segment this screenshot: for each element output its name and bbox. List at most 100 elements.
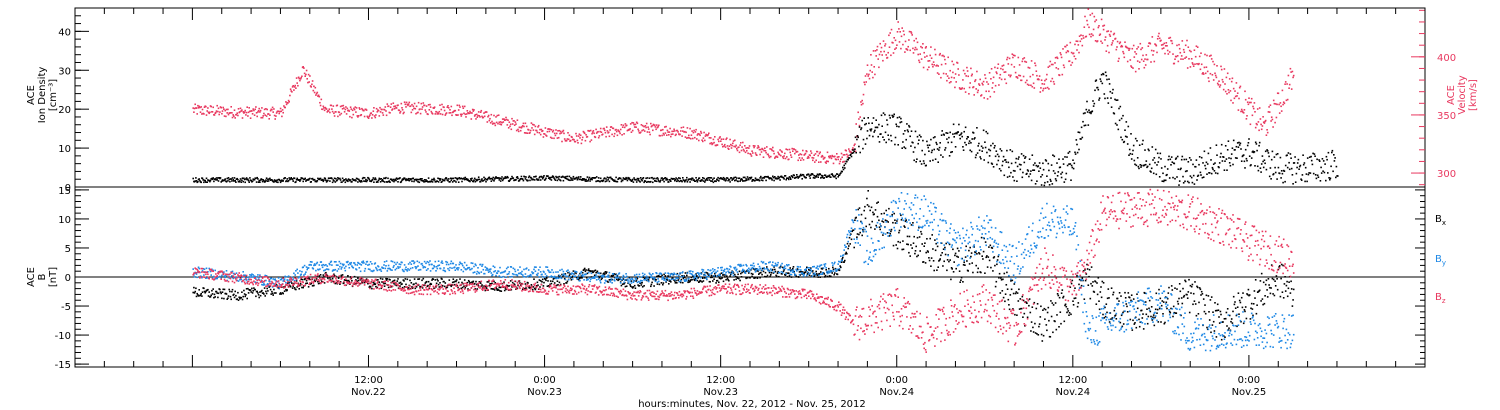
density-series-point: [1109, 90, 1112, 93]
density-series-point: [1052, 170, 1055, 172]
series-bx-point: [339, 283, 341, 285]
density-series-point: [581, 178, 584, 180]
velocity-series-point: [848, 150, 851, 152]
density-series-point: [1192, 163, 1194, 166]
density-series-point: [1152, 159, 1154, 161]
series-bx-point: [432, 278, 435, 280]
density-series-point: [431, 181, 434, 183]
velocity-series-point: [327, 110, 330, 112]
velocity-series-point: [836, 153, 838, 155]
density-series-point: [1331, 149, 1334, 152]
density-series-point: [868, 134, 871, 137]
velocity-series-point: [560, 132, 563, 134]
density-series-point: [662, 178, 665, 180]
series-bx-point: [760, 271, 762, 274]
density-series-point: [608, 180, 611, 183]
density-series-point: [1132, 144, 1135, 147]
series-bx-point: [491, 282, 493, 285]
density-series-point: [1107, 102, 1110, 104]
series-bx-point: [391, 281, 394, 283]
density-series-point: [511, 175, 513, 178]
velocity-series-point: [566, 138, 569, 140]
density-series-point: [251, 180, 254, 182]
density-series-point: [938, 149, 940, 151]
series-bx-point: [1174, 287, 1176, 289]
density-series-point: [912, 141, 914, 144]
velocity-series-point: [207, 111, 210, 114]
density-series-point: [520, 175, 523, 178]
series-bx-point: [393, 282, 395, 285]
density-series-point: [1150, 171, 1152, 173]
density-series-point: [635, 179, 637, 181]
series-bx-point: [1018, 288, 1020, 291]
series-bx-point: [559, 283, 562, 286]
velocity-series-point: [656, 124, 658, 126]
velocity-series-point: [384, 106, 387, 108]
series-bx-point: [239, 297, 241, 300]
velocity-series-point: [594, 136, 597, 139]
series-bx-point: [207, 288, 209, 291]
series-bx-point: [1086, 263, 1088, 266]
velocity-series-point: [357, 116, 359, 118]
velocity-series-point: [768, 155, 770, 157]
density-series-point: [1040, 184, 1043, 186]
series-bx-point: [1098, 300, 1100, 302]
velocity-series-point: [931, 63, 933, 66]
velocity-series-point: [304, 75, 306, 77]
density-series-point: [1134, 163, 1136, 166]
density-series-point: [1318, 160, 1321, 162]
density-series-point: [255, 181, 258, 183]
velocity-series-point: [631, 121, 633, 124]
series-bx-point: [200, 293, 202, 295]
velocity-series-point: [698, 133, 701, 135]
velocity-series-point: [1291, 70, 1294, 73]
density-series-point: [401, 179, 403, 182]
density-series-point: [983, 159, 985, 161]
velocity-series-point: [298, 77, 300, 80]
series-bx-point: [735, 278, 737, 281]
density-series-point: [1050, 180, 1052, 182]
density-series-point: [703, 177, 705, 180]
velocity-series-point: [718, 140, 720, 143]
density-series-point: [197, 180, 199, 183]
density-series-point: [746, 176, 749, 178]
density-series-point: [609, 176, 612, 179]
velocity-series-point: [806, 150, 808, 153]
series-bx-point: [1083, 298, 1086, 300]
density-series-point: [836, 173, 839, 175]
velocity-series-point: [654, 124, 656, 126]
velocity-series-point: [230, 106, 232, 108]
series-bx-point: [570, 279, 573, 281]
velocity-series-point: [1071, 61, 1074, 64]
series-bx-point: [569, 273, 571, 275]
density-series-point: [303, 178, 306, 181]
velocity-series-point: [229, 112, 232, 114]
density-series-point: [576, 178, 579, 181]
velocity-series-point: [1234, 90, 1236, 92]
density-series-point: [589, 178, 592, 180]
velocity-series-point: [927, 60, 929, 62]
series-bx-point: [299, 283, 302, 285]
velocity-series-point: [1284, 83, 1286, 85]
series-bx-point: [333, 273, 335, 276]
series-bx-point: [902, 240, 904, 242]
density-series-point: [1202, 162, 1204, 164]
series-bx-point: [1064, 304, 1066, 307]
density-series-point: [859, 151, 861, 154]
velocity-series-point: [1220, 65, 1222, 68]
density-series-point: [563, 176, 566, 179]
density-series-point: [1031, 154, 1034, 156]
velocity-series-point: [875, 55, 877, 57]
velocity-series-point: [1256, 123, 1258, 126]
velocity-series-point: [333, 115, 336, 117]
density-series-point: [1016, 180, 1018, 182]
velocity-series-point: [351, 116, 353, 119]
velocity-series-point: [405, 106, 407, 108]
series-bx-point: [375, 285, 377, 288]
density-series-point: [965, 144, 967, 146]
series-bx-point: [751, 275, 753, 278]
density-series-point: [1070, 179, 1072, 181]
density-series-point: [271, 179, 273, 181]
series-bx-point: [921, 243, 923, 245]
velocity-series-point: [954, 86, 956, 89]
